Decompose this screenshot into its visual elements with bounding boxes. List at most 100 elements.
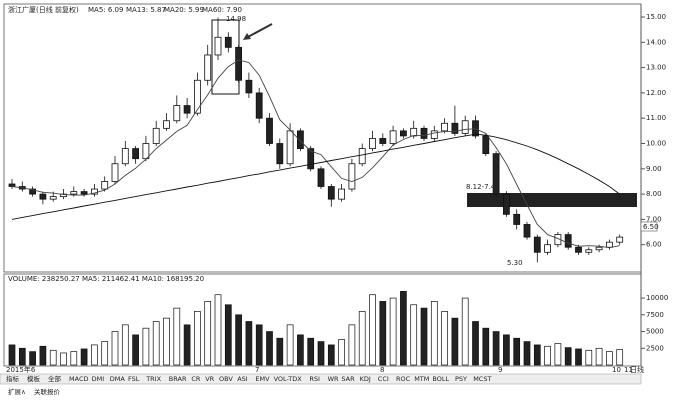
y-tick-label: 5000 (646, 328, 664, 336)
tab[interactable]: KDJ (360, 375, 371, 383)
candle-body (441, 122, 449, 132)
legend-entry: MA5: 6.09 (88, 6, 123, 14)
volume-bar (276, 337, 284, 366)
tab[interactable]: SAR (341, 375, 355, 383)
volume-bar (595, 347, 603, 366)
volume-bar (39, 345, 47, 366)
volume-bar (235, 314, 242, 366)
y-tick-label: 15.00 (646, 13, 666, 21)
footer-item[interactable]: 关联报价 (34, 387, 61, 396)
tab[interactable]: 指标 (6, 374, 20, 383)
volume-bar (441, 311, 448, 366)
y-tick-label: 14.00 (646, 38, 666, 46)
y-tick-label: 6.00 (646, 241, 662, 249)
candle-body (492, 153, 500, 195)
volume-bar (482, 327, 490, 366)
volume-bar (266, 331, 273, 366)
tab[interactable]: TRIX (145, 375, 161, 383)
tab[interactable]: 模板 (27, 374, 41, 383)
tab[interactable]: MCST (473, 375, 491, 383)
tab[interactable]: BOLL (432, 375, 449, 383)
volume-bar (430, 301, 438, 366)
tab[interactable]: 全部 (48, 374, 62, 383)
date-label: 7 (255, 366, 259, 374)
tab[interactable]: VR (205, 375, 214, 383)
tab[interactable]: EMV (255, 375, 270, 383)
candle-body (595, 246, 603, 251)
tab[interactable]: MACD (69, 375, 88, 383)
tab[interactable]: CR (191, 375, 201, 383)
tab[interactable]: OBV (219, 375, 233, 383)
candle-body (616, 236, 624, 243)
tab[interactable]: VOL-TDX (274, 375, 303, 383)
volume-bar (317, 341, 325, 366)
tab[interactable]: ROC (396, 375, 411, 383)
volume-bar (369, 294, 376, 366)
tab[interactable]: PSY (455, 375, 467, 383)
tab[interactable]: BRAR (169, 375, 187, 383)
candle-body (255, 92, 263, 119)
volume-bar (606, 351, 613, 366)
footer-item[interactable]: 扩展∧ (8, 387, 26, 396)
volume-bar (585, 349, 593, 366)
candle-body (575, 246, 582, 253)
volume-bar (214, 294, 222, 366)
tab[interactable]: DMA (110, 375, 126, 383)
candle-body (214, 36, 222, 56)
volume-title: VOLUME: 238250.27 MA5: 211462.41 MA10: 1… (8, 275, 204, 283)
y-tick-label: 2500 (646, 344, 664, 352)
candle-body (564, 234, 572, 248)
tab[interactable]: CCI (378, 375, 389, 383)
y-tick-label: 10000 (646, 294, 668, 302)
date-label: 9 (498, 366, 502, 374)
y-tick-label: 9.00 (646, 165, 662, 173)
legend-entry: MA20: 5.99 (164, 6, 204, 14)
annotation: 5.30 (507, 259, 523, 267)
volume-bar (564, 347, 572, 366)
volume-bar (575, 348, 582, 366)
candle-body (482, 135, 490, 155)
date-label: 8 (380, 366, 384, 374)
tab[interactable]: ASI (237, 375, 248, 383)
volume-bar (224, 304, 232, 366)
candle-body (327, 186, 335, 200)
last-price: 6.50 (643, 223, 659, 231)
candle-body (101, 181, 109, 190)
candle-body (472, 120, 479, 137)
redacted-bar (467, 193, 637, 207)
candle-body (70, 191, 78, 195)
arrow-head (243, 33, 251, 40)
y-tick-label: 10.00 (646, 140, 666, 148)
volume-bar (121, 324, 129, 366)
candle-body (420, 127, 428, 139)
candle-body (379, 138, 387, 144)
candle-body (585, 249, 593, 253)
date-label: 日线 (630, 365, 644, 374)
tab[interactable]: FSL (128, 375, 140, 383)
volume-bar (544, 345, 551, 366)
candle-body (296, 130, 304, 149)
volume-bar (29, 351, 36, 366)
candle-body (173, 105, 181, 122)
volume-bar (533, 344, 541, 366)
tab[interactable]: MTM (414, 375, 429, 383)
candle-body (544, 244, 551, 253)
tab[interactable]: WR (328, 375, 339, 383)
y-tick-label: 8.00 (646, 190, 662, 198)
candle-body (410, 127, 418, 137)
volume-bar (132, 334, 139, 366)
candle-body (8, 183, 16, 187)
volume-bar (245, 321, 253, 366)
annotation: 14.98 (226, 15, 246, 23)
volume-bar (492, 331, 500, 366)
tab[interactable]: RSI (309, 375, 320, 383)
candle-body (317, 168, 325, 187)
volume-bar (101, 341, 109, 366)
candle-body (533, 236, 541, 253)
volume-bar (8, 344, 16, 366)
date-label: 10 (612, 366, 621, 374)
ma-line (11, 59, 620, 249)
tab[interactable]: DMI (92, 375, 105, 383)
candle-body (276, 143, 284, 165)
